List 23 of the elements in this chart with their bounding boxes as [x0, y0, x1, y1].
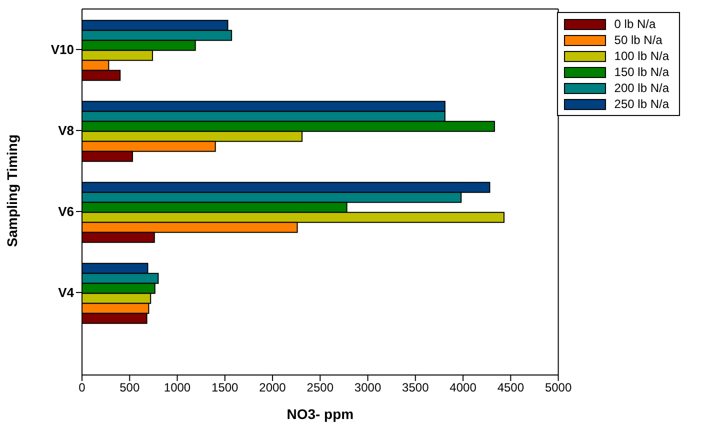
- legend-label: 50 lb N/a: [614, 33, 662, 47]
- legend-label: 100 lb N/a: [614, 49, 669, 63]
- x-tick-label: 0: [78, 380, 86, 395]
- y-tick-label: V8: [58, 123, 74, 138]
- x-tick-label: 500: [120, 380, 140, 395]
- x-tick-label: 4000: [450, 380, 477, 395]
- x-tick-label: 1000: [164, 380, 191, 395]
- legend-label: 150 lb N/a: [614, 65, 669, 79]
- x-tick-label: 3500: [402, 380, 430, 395]
- y-tick-label: V4: [58, 285, 75, 300]
- x-tick-label: 3000: [354, 380, 382, 395]
- x-tick-label: 5000: [544, 380, 572, 395]
- y-tick-label: V10: [50, 42, 74, 58]
- legend-label: 200 lb N/a: [614, 81, 669, 95]
- y-tick-label: V6: [58, 204, 74, 220]
- x-tick-label: 2500: [306, 380, 334, 395]
- x-axis-title: NO3- ppm: [286, 406, 354, 422]
- y-axis-title: Sampling Timing: [4, 134, 20, 247]
- x-tick-label: 4500: [497, 380, 524, 395]
- legend-label: 250 lb N/a: [614, 97, 669, 111]
- legend-label: 0 lb N/a: [614, 17, 656, 31]
- x-tick-label: 2000: [259, 380, 286, 395]
- x-tick-label: 1500: [212, 380, 239, 395]
